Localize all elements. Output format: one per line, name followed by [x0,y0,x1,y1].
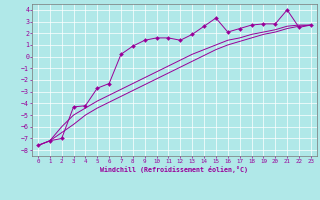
X-axis label: Windchill (Refroidissement éolien,°C): Windchill (Refroidissement éolien,°C) [100,166,248,173]
